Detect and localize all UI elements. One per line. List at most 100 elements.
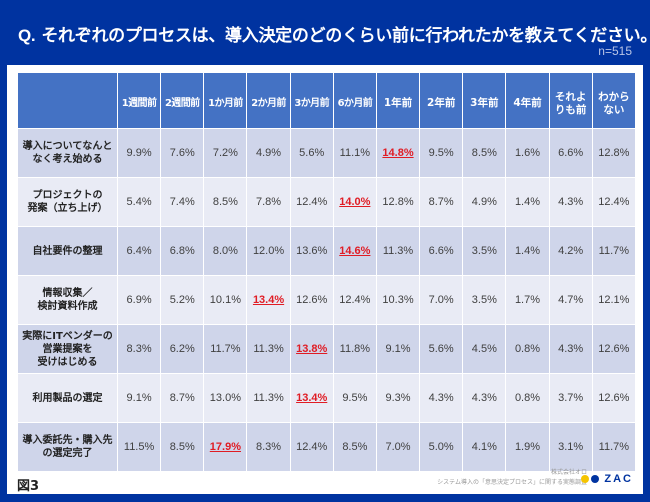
column-header: わから ない	[591, 72, 637, 129]
corner-cell	[17, 72, 118, 129]
value-cell: 0.8%	[505, 373, 550, 423]
value-cell: 12.4%	[289, 177, 334, 227]
row-label: 導入についてなんと なく考え始める	[17, 128, 118, 178]
table-row: 実際にITベンダーの 営業提案を 受けはじめる 8.3% 6.2% 11.7% 11.3…	[17, 324, 637, 374]
value-cell: 12.4%	[332, 275, 377, 325]
credit: 株式会社オロ システム導入の「意思決定プロセス」に関する実態調査	[437, 469, 587, 486]
value-cell: 7.2%	[203, 128, 248, 178]
table-row: 利用製品の選定 9.1% 8.7% 13.0% 11.3% 13.4% 9.5% 9.3% 4.…	[17, 373, 637, 423]
value-cell: 7.0%	[375, 422, 421, 472]
row-label: 利用製品の選定	[17, 373, 118, 423]
value-cell: 11.7%	[591, 226, 637, 276]
highlighted-value-cell: 14.8%	[375, 128, 421, 178]
value-cell: 4.7%	[548, 275, 593, 325]
value-cell: 12.8%	[375, 177, 421, 227]
row-label: 情報収集／ 検討資料作成	[17, 275, 118, 325]
value-cell: 12.6%	[591, 373, 637, 423]
table-row: 情報収集／ 検討資料作成 6.9% 5.2% 10.1% 13.4% 12.6% 12.4%…	[17, 275, 637, 325]
value-cell: 4.3%	[462, 373, 507, 423]
table-row: プロジェクトの 発案（立ち上げ） 5.4% 7.4% 8.5% 7.8% 12.4% 14.…	[17, 177, 637, 227]
value-cell: 10.1%	[203, 275, 248, 325]
row-label: プロジェクトの 発案（立ち上げ）	[17, 177, 118, 227]
value-cell: 12.4%	[289, 422, 334, 472]
column-header: 1週間前	[116, 72, 162, 129]
value-cell: 6.2%	[160, 324, 205, 374]
value-cell: 1.6%	[505, 128, 550, 178]
column-header: 2年前	[419, 72, 464, 129]
value-cell: 5.4%	[116, 177, 162, 227]
value-cell: 5.2%	[160, 275, 205, 325]
highlighted-value-cell: 13.8%	[289, 324, 334, 374]
value-cell: 7.8%	[246, 177, 291, 227]
highlighted-value-cell: 14.0%	[332, 177, 377, 227]
column-header: 6か月前	[332, 72, 377, 129]
value-cell: 11.7%	[203, 324, 248, 374]
highlighted-value-cell: 17.9%	[203, 422, 248, 472]
value-cell: 13.0%	[203, 373, 248, 423]
value-cell: 8.7%	[160, 373, 205, 423]
value-cell: 11.1%	[332, 128, 377, 178]
highlighted-value-cell: 13.4%	[246, 275, 291, 325]
row-label: 自社要件の整理	[17, 226, 118, 276]
value-cell: 3.5%	[462, 275, 507, 325]
value-cell: 6.6%	[419, 226, 464, 276]
zac-logo: ZAC	[581, 473, 633, 485]
value-cell: 4.3%	[419, 373, 464, 423]
value-cell: 6.6%	[548, 128, 593, 178]
row-label: 実際にITベンダーの 営業提案を 受けはじめる	[17, 324, 118, 374]
header-row: 1週間前 2週間前 1か月前 2か月前 3か月前 6か月前 1年前 2年前 3年前 4年前 それよ …	[17, 72, 637, 129]
column-header: それよ りも前	[548, 72, 593, 129]
value-cell: 6.9%	[116, 275, 162, 325]
column-header: 4年前	[505, 72, 550, 129]
value-cell: 12.6%	[591, 324, 637, 374]
table-row: 自社要件の整理 6.4% 6.8% 8.0% 12.0% 13.6% 14.6% 11.3% 6…	[17, 226, 637, 276]
table-row: 導入委託先・購入先 の選定完了 11.5% 8.5% 17.9% 8.3% 12.4% 8.…	[17, 422, 637, 472]
value-cell: 5.6%	[419, 324, 464, 374]
value-cell: 5.0%	[419, 422, 464, 472]
value-cell: 4.3%	[548, 177, 593, 227]
value-cell: 8.5%	[203, 177, 248, 227]
value-cell: 1.4%	[505, 177, 550, 227]
table-row: 導入についてなんと なく考え始める 9.9% 7.6% 7.2% 4.9% 5.6% 11.…	[17, 128, 637, 178]
value-cell: 4.2%	[548, 226, 593, 276]
value-cell: 11.5%	[116, 422, 162, 472]
value-cell: 9.5%	[332, 373, 377, 423]
value-cell: 11.3%	[375, 226, 421, 276]
value-cell: 0.8%	[505, 324, 550, 374]
value-cell: 1.7%	[505, 275, 550, 325]
value-cell: 4.9%	[462, 177, 507, 227]
value-cell: 12.4%	[591, 177, 637, 227]
highlighted-value-cell: 14.6%	[332, 226, 377, 276]
column-header: 1か月前	[203, 72, 248, 129]
value-cell: 12.8%	[591, 128, 637, 178]
value-cell: 8.5%	[462, 128, 507, 178]
figure-label: 図3	[17, 479, 40, 494]
value-cell: 10.3%	[375, 275, 421, 325]
column-header: 2か月前	[246, 72, 291, 129]
value-cell: 9.1%	[116, 373, 162, 423]
table-panel: 1週間前 2週間前 1か月前 2か月前 3か月前 6か月前 1年前 2年前 3年前 4年前 それよ …	[7, 65, 643, 494]
value-cell: 1.4%	[505, 226, 550, 276]
row-label: 導入委託先・購入先 の選定完了	[17, 422, 118, 472]
sample-size: n=515	[598, 44, 632, 58]
results-table: 1週間前 2週間前 1か月前 2か月前 3か月前 6か月前 1年前 2年前 3年前 4年前 それよ …	[17, 72, 637, 472]
question-title: Q. それぞれのプロセスは、導入決定のどのくらい前に行われたかを教えてください。	[18, 26, 650, 46]
value-cell: 8.5%	[332, 422, 377, 472]
column-header: 2週間前	[160, 72, 205, 129]
value-cell: 4.5%	[462, 324, 507, 374]
value-cell: 11.3%	[246, 373, 291, 423]
value-cell: 3.1%	[548, 422, 593, 472]
value-cell: 11.8%	[332, 324, 377, 374]
value-cell: 8.0%	[203, 226, 248, 276]
column-header: 3年前	[462, 72, 507, 129]
value-cell: 9.3%	[375, 373, 421, 423]
value-cell: 3.5%	[462, 226, 507, 276]
value-cell: 7.0%	[419, 275, 464, 325]
value-cell: 1.9%	[505, 422, 550, 472]
value-cell: 3.7%	[548, 373, 593, 423]
value-cell: 12.0%	[246, 226, 291, 276]
value-cell: 9.1%	[375, 324, 421, 374]
value-cell: 13.6%	[289, 226, 334, 276]
value-cell: 5.6%	[289, 128, 334, 178]
column-header: 3か月前	[289, 72, 334, 129]
